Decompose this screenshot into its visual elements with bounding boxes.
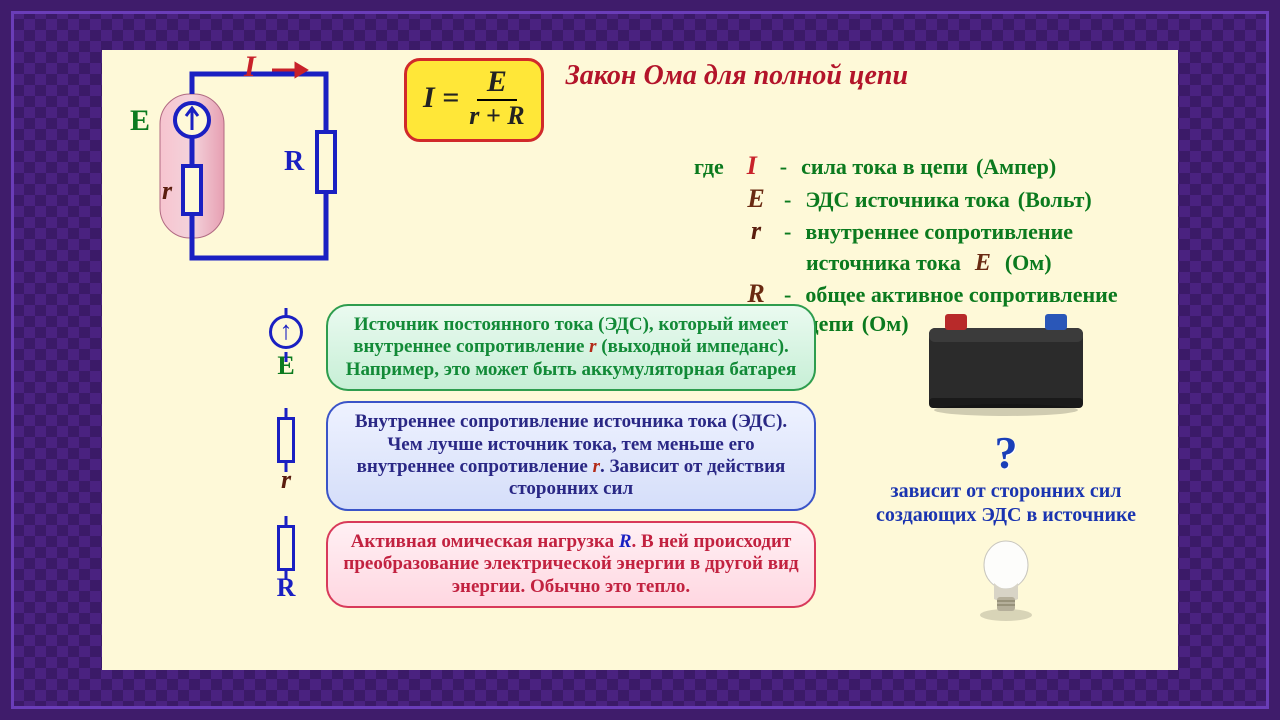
legend-E-unit: (Вольт) xyxy=(1018,186,1092,214)
blob-R-text: Активная омическая нагрузка R. В ней про… xyxy=(326,521,816,608)
legend-r-line2: источника тока E (Ом) xyxy=(806,248,1164,278)
car-battery-icon xyxy=(911,306,1101,418)
question-mark-icon: ? xyxy=(856,426,1156,479)
blob-r-text: Внутреннее сопротивление источника тока … xyxy=(326,401,816,511)
legend-r-symbol: r xyxy=(742,215,770,248)
legend-E-symbol: E xyxy=(742,183,770,216)
purple-texture-frame: I E r R I = E r + R Закон Ома для полной… xyxy=(11,11,1269,709)
legend-I: где I - сила тока в цепи (Ампер) xyxy=(694,150,1164,183)
circuit-label-I: I xyxy=(244,50,256,84)
legend-E-desc: ЭДС источника тока xyxy=(805,186,1009,214)
legend-I-unit: (Ампер) xyxy=(976,153,1056,181)
light-bulb-icon xyxy=(856,539,1156,630)
blob-R-row: R Активная омическая нагрузка R. В ней п… xyxy=(262,521,842,608)
blob-E-label: E xyxy=(262,351,310,381)
legend-R-desc1: общее активное сопротивление xyxy=(805,281,1117,309)
circuit-label-E: E xyxy=(130,104,150,138)
formula-lhs: I = xyxy=(423,81,459,115)
formula-numerator: E xyxy=(477,67,517,101)
legend-where: где xyxy=(694,153,724,181)
blob-r-icon: r xyxy=(262,417,310,495)
formula-denominator: r + R xyxy=(469,101,524,129)
slide-title: Закон Ома для полной цепи xyxy=(566,60,909,92)
blob-r-row: r Внутреннее сопротивление источника ток… xyxy=(262,401,842,511)
legend-I-desc: сила тока в цепи xyxy=(801,153,968,181)
side-note-text: зависит от сторонних сил создающих ЭДС в… xyxy=(856,479,1156,527)
legend-r-desc1: внутреннее сопротивление xyxy=(805,218,1073,246)
blob-E-text: Источник постоянного тока (ЭДС), который… xyxy=(326,304,816,391)
blob-R-icon: R xyxy=(262,525,310,603)
legend-r-Eref: E xyxy=(969,248,997,278)
right-column: ? зависит от сторонних сил создающих ЭДС… xyxy=(856,306,1156,630)
top-row: I E r R I = E r + R Закон Ома для полной… xyxy=(116,58,1164,338)
legend-E: E - ЭДС источника тока (Вольт) xyxy=(742,183,1164,216)
blob-E-icon: E xyxy=(262,315,310,381)
circuit-label-r: r xyxy=(162,176,172,206)
source-symbol-icon xyxy=(269,315,303,349)
description-blobs: E Источник постоянного тока (ЭДС), котор… xyxy=(262,304,842,618)
legend-r: r - внутреннее сопротивление xyxy=(742,215,1164,248)
formula-fraction: E r + R xyxy=(469,67,524,129)
legend-r-desc2: источника тока xyxy=(806,249,961,277)
resistor-symbol-icon-2 xyxy=(277,525,295,571)
legend-I-symbol: I xyxy=(738,150,766,183)
ohms-law-formula: I = E r + R xyxy=(404,58,544,142)
circuit-diagram: I E r R xyxy=(116,58,376,278)
slide-canvas: I E r R I = E r + R Закон Ома для полной… xyxy=(102,50,1178,670)
circuit-label-R: R xyxy=(284,146,304,178)
legend-r-unit: (Ом) xyxy=(1005,249,1052,277)
blob-E-row: E Источник постоянного тока (ЭДС), котор… xyxy=(262,304,842,391)
resistor-symbol-icon xyxy=(277,417,295,463)
